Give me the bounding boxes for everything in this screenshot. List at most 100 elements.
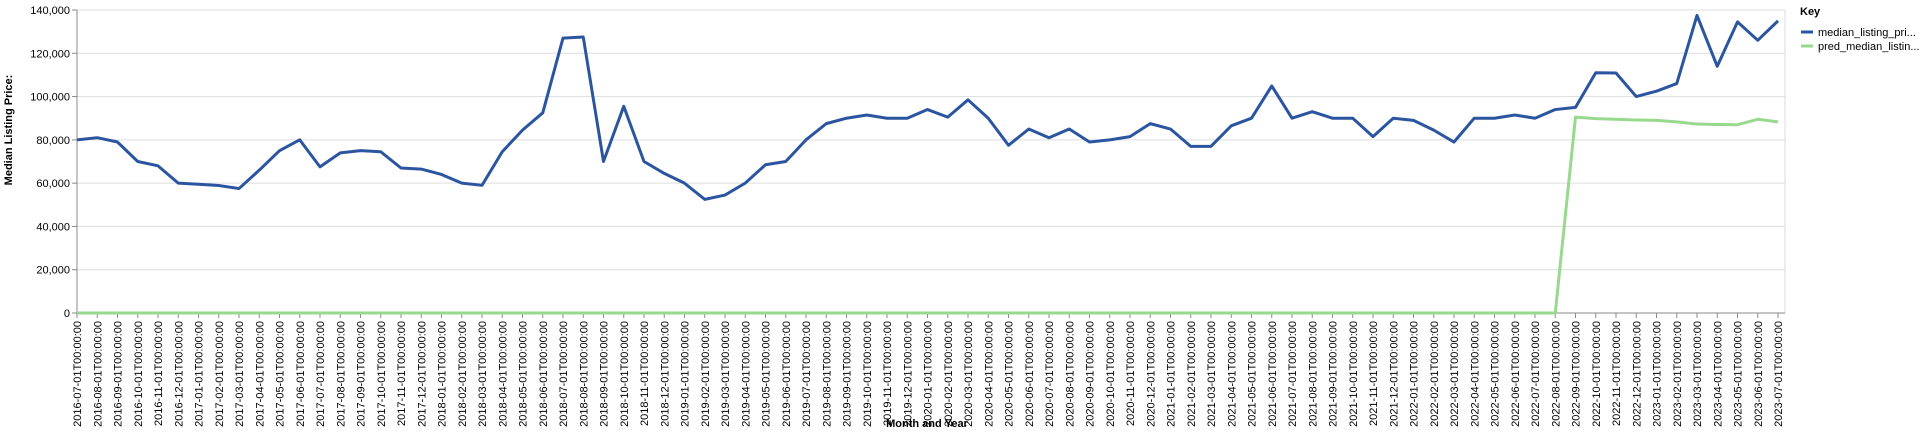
x-tick-label: 2022-05-01T00:00:00 — [1490, 321, 1502, 427]
x-tick-label: 2019-12-01T00:00:00 — [902, 321, 914, 427]
x-tick-label: 2022-03-01T00:00:00 — [1449, 321, 1461, 427]
x-tick-label: 2023-04-01T00:00:00 — [1712, 321, 1724, 427]
x-tick-label: 2017-04-01T00:00:00 — [254, 321, 266, 427]
x-tick-label: 2021-04-01T00:00:00 — [1226, 321, 1238, 427]
x-tick-label: 2017-02-01T00:00:00 — [214, 321, 226, 427]
x-tick-label: 2017-01-01T00:00:00 — [194, 321, 206, 427]
x-tick-label: 2020-04-01T00:00:00 — [983, 321, 995, 427]
x-tick-label: 2023-05-01T00:00:00 — [1733, 321, 1745, 427]
x-tick-label: 2019-02-01T00:00:00 — [700, 321, 712, 427]
x-tick-label: 2023-07-01T00:00:00 — [1773, 321, 1785, 427]
x-tick-label: 2017-03-01T00:00:00 — [234, 321, 246, 427]
x-tick-label: 2018-09-01T00:00:00 — [599, 321, 611, 427]
x-tick-label: 2018-11-01T00:00:00 — [639, 321, 651, 426]
x-tick-label: 2018-05-01T00:00:00 — [518, 321, 530, 427]
line-series — [76, 13, 1780, 201]
legend-label: pred_median_listin... — [1818, 41, 1920, 53]
x-tick-label: 2019-05-01T00:00:00 — [761, 321, 773, 427]
x-tick-label: 2020-12-01T00:00:00 — [1145, 321, 1157, 427]
y-tick-label: 0 — [64, 308, 70, 320]
x-tick-label: 2016-10-01T00:00:00 — [133, 321, 145, 427]
plot-frame — [76, 9, 1786, 314]
x-tick-label: 2018-01-01T00:00:00 — [437, 321, 449, 427]
y-tick-label: 60,000 — [36, 178, 70, 190]
x-tick-label: 2022-09-01T00:00:00 — [1571, 321, 1583, 427]
x-tick-label: 2023-01-01T00:00:00 — [1652, 321, 1664, 427]
x-tick-label: 2020-09-01T00:00:00 — [1085, 321, 1097, 427]
legend-title: Key — [1800, 6, 1821, 18]
x-tick-label: 2017-11-01T00:00:00 — [396, 321, 408, 426]
x-tick-label: 2020-02-01T00:00:00 — [943, 321, 955, 427]
x-tick-label: 2020-05-01T00:00:00 — [1004, 321, 1016, 427]
x-tick-label: 2022-04-01T00:00:00 — [1469, 321, 1481, 427]
x-tick-label: 2019-08-01T00:00:00 — [821, 321, 833, 427]
x-tick-label: 2016-11-01T00:00:00 — [153, 321, 165, 426]
x-tick-label: 2020-03-01T00:00:00 — [963, 321, 975, 427]
x-tick-label: 2021-01-01T00:00:00 — [1166, 321, 1178, 427]
x-tick-label: 2021-07-01T00:00:00 — [1287, 321, 1299, 427]
x-tick-label: 2017-10-01T00:00:00 — [376, 321, 388, 427]
x-tick-label: 2021-03-01T00:00:00 — [1206, 321, 1218, 427]
x-tick-label: 2022-10-01T00:00:00 — [1591, 321, 1603, 427]
x-tick-label: 2016-09-01T00:00:00 — [113, 321, 125, 427]
x-tick-label: 2018-02-01T00:00:00 — [457, 321, 469, 427]
x-tick-label: 2020-08-01T00:00:00 — [1064, 321, 1076, 427]
x-tick-label: 2019-01-01T00:00:00 — [680, 321, 692, 427]
x-tick-label: 2018-03-01T00:00:00 — [477, 321, 489, 427]
x-tick-label: 2020-01-01T00:00:00 — [923, 321, 935, 427]
line-series — [77, 115, 1779, 315]
x-tick-label: 2019-06-01T00:00:00 — [781, 321, 793, 427]
x-tick-label: 2018-06-01T00:00:00 — [538, 321, 550, 427]
x-tick-label: 2019-07-01T00:00:00 — [801, 321, 813, 427]
x-tick-label: 2018-10-01T00:00:00 — [619, 321, 631, 427]
legend-label: median_listing_pri... — [1818, 27, 1916, 39]
y-tick-label: 40,000 — [36, 221, 70, 233]
x-tick-label: 2020-11-01T00:00:00 — [1125, 321, 1137, 426]
x-tick-label: 2017-08-01T00:00:00 — [335, 321, 347, 427]
x-tick-label: 2022-07-01T00:00:00 — [1530, 321, 1542, 427]
x-tick-label: 2018-12-01T00:00:00 — [659, 321, 671, 427]
x-tick-label: 2023-06-01T00:00:00 — [1753, 321, 1765, 427]
x-tick-label: 2017-05-01T00:00:00 — [275, 321, 287, 427]
x-tick-label: 2020-07-01T00:00:00 — [1044, 321, 1056, 427]
x-tick-label: 2016-07-01T00:00:00 — [72, 321, 84, 427]
x-tick-label: 2021-11-01T00:00:00 — [1368, 321, 1380, 426]
x-tick-label: 2022-02-01T00:00:00 — [1429, 321, 1441, 427]
x-tick-label: 2018-08-01T00:00:00 — [578, 321, 590, 427]
y-tick-label: 100,000 — [30, 92, 70, 104]
x-tick-label: 2022-11-01T00:00:00 — [1611, 321, 1623, 426]
x-tick-label: 2023-03-01T00:00:00 — [1692, 321, 1704, 427]
x-tick-label: 2023-02-01T00:00:00 — [1672, 321, 1684, 427]
x-tick-label: 2017-12-01T00:00:00 — [416, 321, 428, 427]
y-tick-label: 120,000 — [30, 48, 70, 60]
x-tick-label: 2019-04-01T00:00:00 — [740, 321, 752, 427]
x-tick-label: 2021-09-01T00:00:00 — [1328, 321, 1340, 427]
y-tick-label: 80,000 — [36, 135, 70, 147]
x-tick-label: 2016-08-01T00:00:00 — [92, 321, 104, 427]
x-tick-label: 2017-07-01T00:00:00 — [315, 321, 327, 427]
x-tick-label: 2017-06-01T00:00:00 — [295, 321, 307, 427]
y-axis-title: Median Listing Price: — [3, 75, 15, 186]
x-tick-label: 2016-12-01T00:00:00 — [173, 321, 185, 427]
x-tick-label: 2020-10-01T00:00:00 — [1105, 321, 1117, 427]
x-tick-label: 2021-12-01T00:00:00 — [1388, 321, 1400, 427]
x-tick-label: 2019-11-01T00:00:00 — [882, 321, 894, 426]
x-tick-label: 2019-09-01T00:00:00 — [842, 321, 854, 427]
x-tick-label: 2021-10-01T00:00:00 — [1348, 321, 1360, 427]
x-tick-label: 2020-06-01T00:00:00 — [1024, 321, 1036, 427]
x-tick-label: 2018-07-01T00:00:00 — [558, 321, 570, 427]
x-tick-label: 2018-04-01T00:00:00 — [497, 321, 509, 427]
x-tick-label: 2022-12-01T00:00:00 — [1631, 321, 1643, 427]
x-tick-label: 2019-10-01T00:00:00 — [862, 321, 874, 427]
x-tick-label: 2021-08-01T00:00:00 — [1307, 321, 1319, 427]
x-tick-label: 2021-05-01T00:00:00 — [1247, 321, 1259, 427]
x-tick-label: 2019-03-01T00:00:00 — [720, 321, 732, 427]
y-tick-label: 20,000 — [36, 265, 70, 277]
y-tick-label: 140,000 — [30, 5, 70, 17]
x-axis-title: Month and Year — [886, 418, 968, 430]
x-tick-label: 2022-01-01T00:00:00 — [1409, 321, 1421, 427]
x-tick-label: 2022-08-01T00:00:00 — [1550, 321, 1562, 427]
x-tick-label: 2021-02-01T00:00:00 — [1186, 321, 1198, 427]
x-tick-label: 2021-06-01T00:00:00 — [1267, 321, 1279, 427]
